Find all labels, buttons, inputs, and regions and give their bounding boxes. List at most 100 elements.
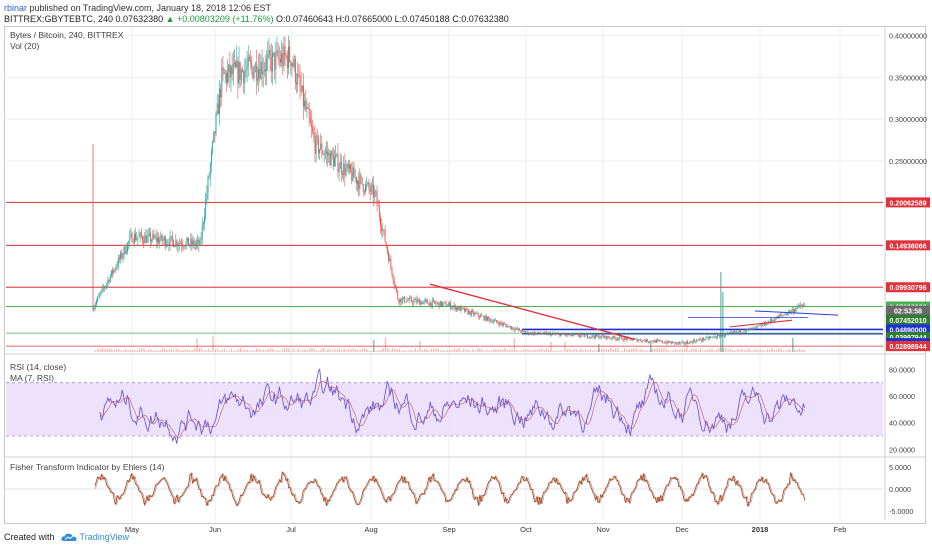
volume-bar bbox=[766, 349, 768, 352]
candle-body bbox=[589, 336, 591, 338]
volume-bar bbox=[412, 350, 414, 352]
x-tick-label: Feb bbox=[834, 525, 847, 534]
candle-body bbox=[619, 336, 621, 339]
candle-body bbox=[445, 302, 447, 307]
close-value: C:0.07632380 bbox=[452, 14, 509, 24]
x-tick-label: Dec bbox=[675, 525, 689, 534]
candle-body bbox=[464, 308, 465, 312]
candle-body bbox=[488, 316, 490, 319]
volume-bar bbox=[417, 350, 419, 352]
author-name[interactable]: rbinar bbox=[4, 3, 28, 13]
volume-bar bbox=[561, 350, 564, 352]
volume-bar bbox=[511, 349, 513, 352]
candle-body bbox=[306, 107, 308, 110]
volume-bar bbox=[729, 348, 732, 352]
candle-body bbox=[766, 324, 768, 325]
candle-body bbox=[201, 224, 203, 239]
volume-bar bbox=[104, 349, 106, 352]
volume-bar bbox=[762, 350, 764, 352]
candle-body bbox=[161, 234, 163, 241]
candle-body bbox=[411, 297, 412, 302]
candle-body bbox=[158, 237, 159, 244]
candle-body bbox=[112, 270, 113, 274]
candle-body bbox=[124, 246, 126, 254]
candle-body bbox=[274, 52, 276, 70]
candle-body bbox=[237, 60, 239, 84]
candle-body bbox=[511, 327, 513, 329]
candle-body bbox=[645, 339, 647, 342]
candle-body bbox=[399, 298, 401, 303]
candle-body bbox=[363, 191, 365, 193]
candle-body bbox=[254, 63, 256, 72]
volume-bar bbox=[283, 348, 285, 352]
candle-body bbox=[268, 49, 270, 55]
volume-bar bbox=[796, 349, 798, 352]
tradingview-logo[interactable]: TradingView bbox=[60, 532, 129, 542]
candle-body bbox=[444, 302, 446, 304]
candle-body bbox=[349, 164, 350, 169]
volume-bar bbox=[584, 348, 587, 352]
candle-body bbox=[700, 340, 702, 341]
volume-bar bbox=[164, 348, 166, 352]
candle-body bbox=[457, 307, 458, 310]
volume-bar bbox=[223, 348, 226, 352]
volume-bar bbox=[628, 349, 630, 352]
volume-bar bbox=[509, 349, 511, 352]
candle-body bbox=[547, 333, 549, 335]
candle-body bbox=[611, 338, 613, 339]
candle-body bbox=[378, 206, 380, 218]
candle-body bbox=[307, 107, 309, 109]
candle-body bbox=[404, 297, 406, 303]
candle-body bbox=[674, 342, 676, 344]
candle-body bbox=[140, 232, 142, 237]
candle-body bbox=[769, 319, 771, 323]
candle-body bbox=[480, 315, 481, 318]
candle-body bbox=[338, 168, 340, 173]
candle-body bbox=[687, 341, 688, 344]
candle-body bbox=[603, 336, 605, 338]
volume-bar bbox=[492, 349, 495, 352]
candle-body bbox=[357, 180, 358, 184]
candle-body bbox=[707, 337, 709, 339]
candle-body bbox=[639, 339, 641, 341]
volume-indicator-label: Vol (20) bbox=[10, 41, 40, 51]
candle-body bbox=[795, 309, 797, 311]
volume-bar bbox=[212, 336, 214, 352]
volume-bar bbox=[113, 350, 115, 352]
candle-body bbox=[487, 316, 488, 321]
volume-bar bbox=[311, 348, 313, 352]
candle-body bbox=[788, 310, 790, 314]
volume-bar bbox=[115, 348, 118, 352]
cloud-icon bbox=[60, 533, 77, 541]
x-tick-label: Jun bbox=[209, 525, 221, 534]
volume-bar bbox=[679, 349, 681, 352]
candle-body bbox=[451, 307, 453, 309]
candle-body bbox=[521, 329, 523, 332]
candle-body bbox=[749, 328, 751, 329]
candle-body bbox=[729, 332, 731, 333]
candle-body bbox=[731, 331, 733, 333]
candle-body bbox=[519, 328, 521, 331]
volume-bar bbox=[550, 341, 552, 352]
candle-body bbox=[281, 53, 283, 63]
volume-bar bbox=[759, 349, 762, 352]
price-label-bg bbox=[886, 197, 930, 208]
candle-body bbox=[690, 341, 692, 342]
candle-body bbox=[153, 234, 155, 238]
volume-bar bbox=[578, 350, 580, 352]
candle-body bbox=[223, 69, 225, 75]
candle-body bbox=[660, 340, 662, 342]
candle-body bbox=[382, 229, 384, 232]
volume-bar bbox=[269, 348, 272, 352]
volume-bar bbox=[716, 349, 718, 352]
candle-body bbox=[524, 331, 526, 334]
candle-body bbox=[344, 163, 346, 176]
candle-body bbox=[804, 305, 806, 306]
candle-body bbox=[721, 334, 723, 336]
candle-body bbox=[323, 154, 325, 156]
candle-body bbox=[742, 332, 744, 334]
volume-bar bbox=[189, 349, 191, 352]
volume-bar bbox=[285, 348, 288, 352]
candle-body bbox=[514, 328, 516, 331]
